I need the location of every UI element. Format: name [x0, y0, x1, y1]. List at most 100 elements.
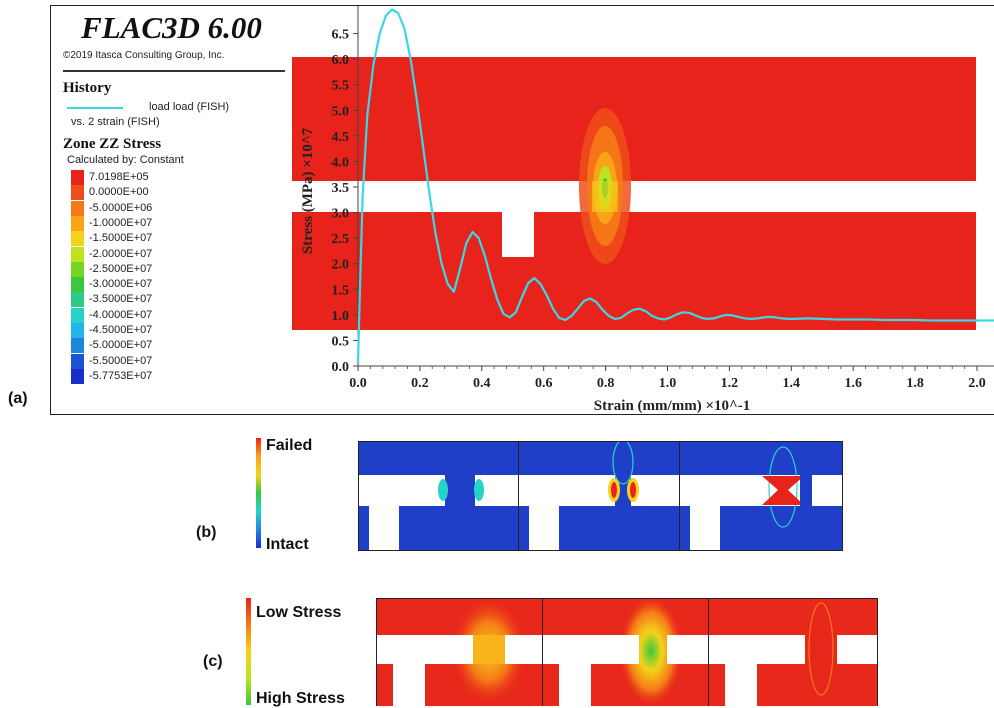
colorbar-swatch — [71, 216, 84, 231]
colorbar-label: -5.0000E+06 — [89, 202, 152, 214]
colorbar-label: 0.0000E+00 — [89, 186, 149, 198]
colorbar-label: -5.7753E+07 — [89, 370, 152, 382]
colorbar-swatch — [71, 201, 84, 216]
colorbar-label: -1.0000E+07 — [89, 217, 152, 229]
panel-label-b: (b) — [196, 524, 216, 542]
colorbar-swatch — [71, 170, 84, 185]
colorbar-row: -2.0000E+07 — [71, 247, 271, 262]
x-tick-label: 1.8 — [906, 376, 924, 391]
y-tick-label: 5.5 — [332, 79, 350, 94]
damage-scale-bar — [256, 438, 261, 548]
zone-calc: Calculated by: Constant — [67, 154, 184, 166]
stress-frame-3 — [708, 598, 878, 706]
damage-frame-1 — [358, 441, 520, 551]
damage-frame-2-image — [519, 442, 680, 550]
y-tick-label: 4.0 — [332, 155, 350, 170]
colorbar-label: -4.5000E+07 — [89, 324, 152, 336]
history-load-label: load load (FISH) — [149, 101, 229, 113]
panel-label-a: (a) — [8, 390, 28, 408]
stress-frame-2 — [542, 598, 710, 706]
y-tick-label: 6.0 — [332, 53, 350, 68]
colorbar-row: -5.7753E+07 — [71, 369, 271, 384]
damage-frame-2 — [518, 441, 681, 551]
colorbar-label: -5.0000E+07 — [89, 339, 152, 351]
colorbar-row: -1.5000E+07 — [71, 231, 271, 246]
zone-title: Zone ZZ Stress — [63, 136, 161, 153]
x-axis-label: Strain (mm/mm) ×10^-1 — [594, 398, 750, 414]
colorbar-label: -2.0000E+07 — [89, 248, 152, 260]
colorbar-row: -4.0000E+07 — [71, 308, 271, 323]
colorbar-swatch — [71, 308, 84, 323]
contour-gap — [292, 181, 976, 212]
colorbar-row: -5.5000E+07 — [71, 354, 271, 369]
y-tick-label: 2.5 — [332, 232, 350, 247]
y-tick-label: 3.0 — [332, 207, 350, 222]
colorbar-row: -3.0000E+07 — [71, 277, 271, 292]
x-tick-label: 0.0 — [349, 376, 367, 391]
colorbar-row: -1.0000E+07 — [71, 216, 271, 231]
colorbar-label: -3.5000E+07 — [89, 293, 152, 305]
colorbar-swatch — [71, 231, 84, 246]
scale-low-stress-label: Low Stress — [256, 604, 341, 622]
x-tick-label: 0.4 — [473, 376, 491, 391]
colorbar-label: -1.5000E+07 — [89, 232, 152, 244]
y-tick-label: 4.5 — [332, 130, 350, 145]
colorbar-label: -4.0000E+07 — [89, 309, 152, 321]
legend-divider — [63, 70, 285, 72]
damage-frame-3-image — [680, 442, 842, 550]
x-tick-label: 1.2 — [721, 376, 739, 391]
colorbar-swatch — [71, 338, 84, 353]
stress-frame-3-image — [709, 599, 877, 706]
stress-scale-bar — [246, 598, 251, 705]
y-tick-label: 2.0 — [332, 258, 350, 273]
y-tick-label: 0.5 — [332, 334, 350, 349]
scale-failed-label: Failed — [266, 437, 312, 455]
x-tick-label: 2.0 — [968, 376, 986, 391]
app-title: FLAC3D 6.00 — [51, 10, 292, 46]
damage-frame-3 — [679, 441, 843, 551]
colorbar-label: -3.0000E+07 — [89, 278, 152, 290]
colorbar-label: -5.5000E+07 — [89, 355, 152, 367]
colorbar-swatch — [71, 262, 84, 277]
contour-band-upper — [292, 57, 976, 181]
panel-a: FLAC3D 6.00 ©2019 Itasca Consulting Grou… — [50, 5, 994, 417]
stress-frame-1 — [376, 598, 544, 706]
stress-frame-1-image — [377, 599, 543, 706]
stress-frame-2-image — [543, 599, 709, 706]
colorbar-swatch — [71, 247, 84, 262]
y-tick-label: 1.0 — [332, 309, 350, 324]
y-axis-label: Stress (MPa) ×10^7 — [300, 127, 316, 254]
damage-frame-1-image — [359, 442, 519, 550]
zone-stress-contour — [292, 57, 976, 330]
x-tick-label: 1.4 — [783, 376, 801, 391]
colorbar-row: -5.0000E+06 — [71, 201, 271, 216]
copyright: ©2019 Itasca Consulting Group, Inc. — [63, 50, 224, 61]
history-title: History — [63, 80, 111, 97]
contour-band-lower — [292, 212, 976, 330]
scale-intact-label: Intact — [266, 536, 309, 554]
scale-high-stress-label: High Stress — [256, 690, 345, 708]
colorbar-swatch — [71, 354, 84, 369]
x-tick-label: 0.8 — [597, 376, 615, 391]
x-tick-label: 0.2 — [411, 376, 429, 391]
legend-panel: FLAC3D 6.00 ©2019 Itasca Consulting Grou… — [50, 5, 293, 415]
contour-notch — [502, 212, 534, 257]
y-tick-label: 1.5 — [332, 283, 350, 298]
x-tick-label: 1.0 — [659, 376, 677, 391]
y-tick-label: 6.5 — [332, 28, 350, 43]
y-tick-label: 3.5 — [332, 181, 350, 196]
history-line-swatch — [67, 107, 123, 109]
x-tick-label: 1.6 — [844, 376, 862, 391]
colorbar-swatch — [71, 277, 84, 292]
colorbar-swatch — [71, 323, 84, 338]
contour-center-gap — [592, 181, 618, 212]
colorbar-row: -4.5000E+07 — [71, 323, 271, 338]
x-tick-label: 0.6 — [535, 376, 553, 391]
colorbar-row: -3.5000E+07 — [71, 292, 271, 307]
colorbar-row: -5.0000E+07 — [71, 338, 271, 353]
colorbar-label: -2.5000E+07 — [89, 263, 152, 275]
panel-label-c: (c) — [203, 653, 223, 671]
colorbar-label: 7.0198E+05 — [89, 171, 149, 183]
